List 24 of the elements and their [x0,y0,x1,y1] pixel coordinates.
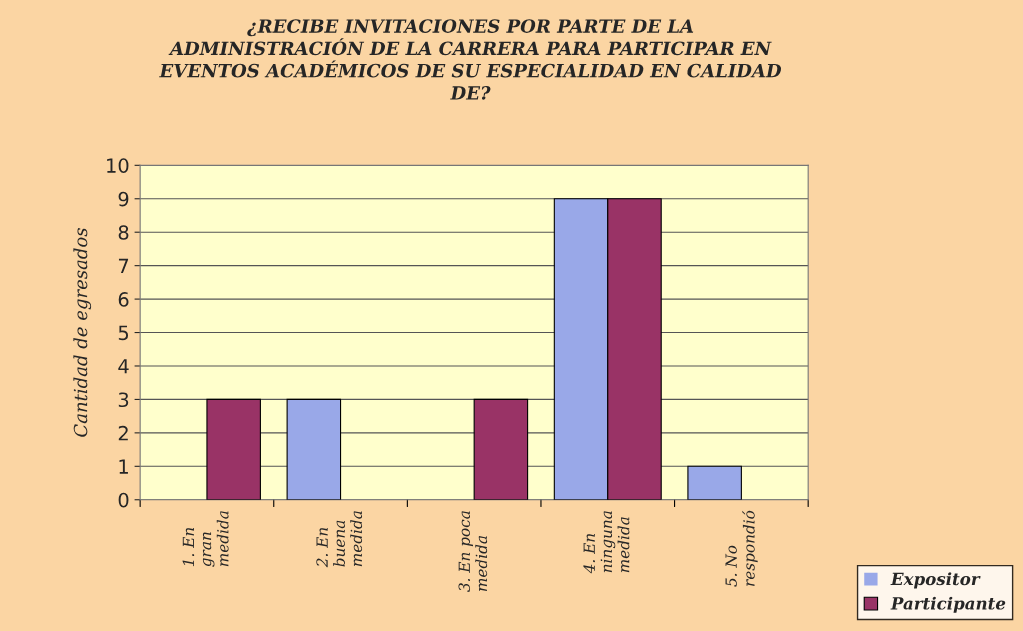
y-tick-label: 9 [118,191,129,207]
y-tick-label: 0 [118,492,129,508]
y-tick-label: 7 [118,258,129,274]
legend-label: Expositor [890,572,981,589]
y-tick-label: 2 [118,425,128,441]
bar [286,398,342,500]
y-tick-label: 1 [119,459,128,474]
x-tick-label: 4. En ninguna medida [583,511,630,574]
legend-label: Participante [890,596,1006,613]
y-tick-label: 8 [118,225,129,240]
y-tick-label: 3 [118,392,129,408]
bar [206,398,261,500]
bar [473,398,529,500]
y-tick-label: 10 [107,158,129,173]
y-axis-title: Cantidad de egresados [73,228,92,437]
bar [687,465,742,500]
y-tick-label: 4 [118,359,129,374]
x-tick-label: 1. En gran medida [182,511,229,567]
x-tick-label: 2. En buena medida [316,511,363,568]
x-tick-label: 3. En poca medida [458,511,488,592]
y-tick-label: 6 [118,292,129,307]
y-tick-label: 5 [118,325,129,341]
x-tick-label: 5. No respondió [725,510,758,587]
chart-title: ¿RECIBE INVITACIONES POR PARTE DE LA ADMINISTRACIÓN DE LA CARRERA PARA PARTICIPAR EN EVENTOS ACADÉMICOS DE SU ESPECIALIDAD EN CALIDAD DE? [159,19,782,100]
